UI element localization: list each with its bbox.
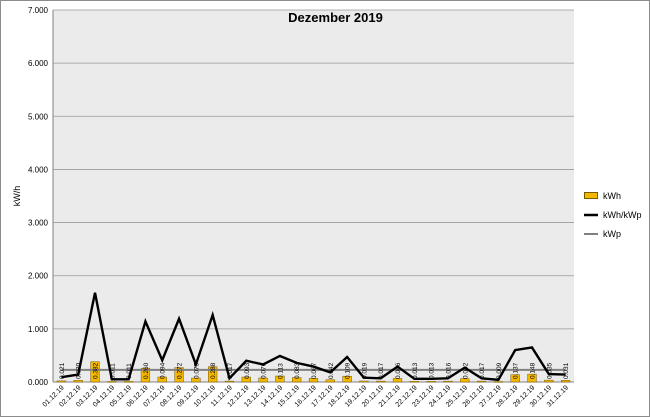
y-tick-label: 3.000: [28, 219, 49, 228]
bar-kwh: [510, 374, 520, 383]
bar-data-label: 0.260: [143, 362, 150, 379]
bar-kwh: [90, 361, 100, 383]
bar-data-label: 0.011: [126, 363, 133, 379]
bar-data-label: 0.013: [412, 362, 419, 379]
y-tick-label: 4.000: [28, 165, 49, 174]
bar-data-label: 0.013: [429, 362, 436, 379]
bar-data-label: 0.093: [244, 362, 251, 379]
bar-kwh: [392, 378, 403, 383]
bar-data-label: 0.148: [529, 362, 536, 379]
bar-kwh: [560, 380, 571, 383]
legend-label-kwh-kwp: kWh/kWp: [603, 209, 642, 220]
bar-kwh: [275, 375, 285, 383]
bar-kwh: [191, 377, 201, 383]
bar-kwh: [359, 380, 369, 383]
plot-area: [53, 10, 574, 382]
y-axis-title: kW/h: [12, 186, 22, 207]
line-kwh-per-kwp: [61, 292, 566, 382]
y-tick-label: 2.000: [28, 272, 49, 281]
bar-kwh: [292, 377, 302, 383]
bar-data-label: 0.083: [294, 362, 301, 379]
bar-kwh: [325, 379, 335, 383]
bar-data-label: 0.030: [76, 362, 83, 379]
bar-kwh: [342, 375, 352, 383]
y-tick-label: 7.000: [28, 6, 49, 15]
bar-kwh: [73, 380, 83, 383]
bar-data-label: 0.035: [546, 362, 553, 379]
bar-data-label: 0.062: [462, 362, 469, 379]
bar-data-label: 0.042: [328, 362, 335, 379]
legend-item-kwh-kwp: kWh/kWp: [584, 205, 646, 224]
legend-swatch-kwp: [584, 232, 598, 235]
bar-data-label: 0.288: [210, 362, 217, 379]
y-tick-label: 1.000: [28, 325, 49, 334]
bar-kwh: [426, 381, 436, 383]
bar-kwh: [258, 377, 268, 383]
bar-data-label: 0.016: [445, 362, 452, 379]
bar-kwh: [443, 380, 453, 383]
bar-data-label: 0.009: [496, 362, 503, 379]
bar-kwh: [527, 373, 537, 383]
bar-data-label: 0.076: [261, 362, 268, 379]
legend-swatch-kwh-kwp: [584, 213, 598, 216]
y-tick-label: 5.000: [28, 112, 49, 121]
bar-data-label: 0.075: [193, 362, 200, 379]
legend-item-kwh: kWh: [584, 186, 646, 205]
legend-label-kwh: kWh: [603, 190, 621, 201]
bar-data-label: 0.094: [160, 362, 167, 379]
bar-data-label: 0.382: [93, 362, 100, 379]
bar-kwh: [107, 381, 117, 383]
bar-data-label: 0.017: [378, 362, 385, 379]
bar-kwh: [544, 379, 554, 383]
bar-data-label: 0.011: [109, 363, 116, 379]
bar-kwh: [56, 380, 67, 383]
bar-kwh: [476, 380, 487, 383]
bar-data-label: 0.019: [361, 362, 368, 379]
bar-data-label: 0.272: [177, 362, 184, 379]
bar-data-label: 0.021: [59, 362, 66, 379]
bar-kwh: [308, 378, 319, 383]
bar-data-label: 0.137: [513, 362, 520, 379]
bar-kwh: [208, 366, 218, 383]
bar-data-label: 0.017: [479, 362, 486, 379]
bar-kwh: [493, 381, 503, 383]
bar-data-label: 0.031: [563, 362, 570, 379]
bar-kwh: [409, 381, 419, 383]
bar-kwh: [460, 378, 470, 383]
legend-label-kwp: kWp: [603, 228, 621, 239]
bar-data-label: 0.017: [227, 362, 234, 379]
legend: kWh kWh/kWp kWp: [584, 186, 646, 243]
y-tick-label: 6.000: [28, 59, 49, 68]
y-tick-label: 0.000: [28, 378, 49, 387]
bar-data-label: 0.066: [395, 362, 402, 379]
bar-data-label: 0.113: [277, 363, 284, 379]
chart-title: Dezember 2019: [288, 10, 383, 25]
bar-kwh: [174, 367, 184, 383]
legend-item-kwp: kWp: [584, 224, 646, 243]
bar-kwh: [376, 380, 386, 383]
legend-swatch-kwh: [584, 192, 598, 199]
bar-kwh: [241, 376, 251, 383]
bar-kwh: [224, 380, 235, 383]
bar-kwh: [157, 376, 167, 383]
bar-data-label: 0.067: [311, 362, 318, 379]
bar-kwh: [140, 367, 151, 383]
bar-data-label: 0.109: [345, 362, 352, 379]
bar-kwh: [124, 381, 134, 383]
